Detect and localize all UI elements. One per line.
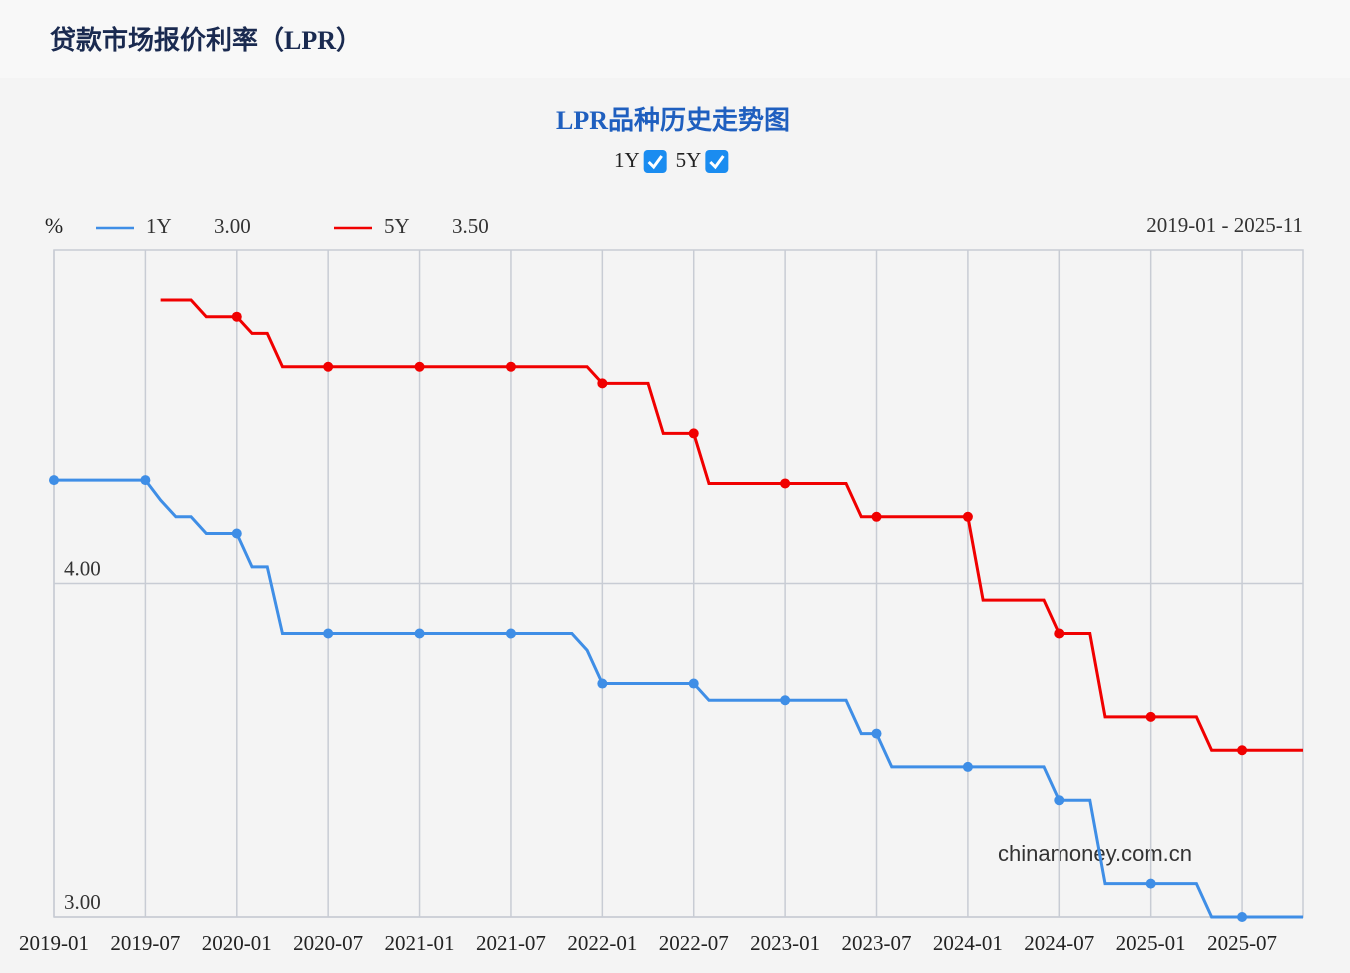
data-point [1054,628,1065,639]
y-tick-label: 4.00 [64,556,101,580]
data-point [49,475,59,486]
x-tick-label: 2024-07 [1024,931,1094,955]
data-point [231,311,242,322]
data-point [231,528,242,539]
x-tick-label: 2021-01 [385,931,455,955]
x-tick-label: 2023-07 [842,931,912,955]
x-tick-label: 2020-07 [293,931,363,955]
x-tick-label: 2019-07 [110,931,180,955]
data-point [505,361,516,372]
legend-label: 1Y [146,214,172,238]
checkbox-label: 1Y [614,148,640,172]
data-point [688,428,699,439]
data-point [1237,745,1248,756]
range-label: 2019-01 - 2025-11 [1146,213,1303,237]
x-tick-label: 2023-01 [750,931,820,955]
legend-label: 5Y [384,214,410,238]
y-tick-label: 3.00 [64,890,101,914]
data-point [1237,912,1248,922]
data-point [323,361,334,372]
checkmark [647,155,663,170]
chart-title: LPR品种历史走势图 [556,106,790,135]
watermark: chinamoney.com.cn [998,841,1192,866]
data-point [505,628,516,639]
checkbox[interactable] [705,150,729,173]
legend-value: 3.00 [214,214,251,238]
checkmark [709,155,725,170]
data-point [414,361,425,372]
checkbox-box [705,150,729,173]
data-point [1054,795,1065,806]
data-point [1145,878,1156,889]
series-line [160,298,1303,752]
data-point [871,728,882,739]
data-point [871,511,882,522]
x-tick-label: 2025-07 [1207,931,1277,955]
unit-label: % [45,213,63,238]
data-point [962,761,973,772]
x-tick-label: 2021-07 [476,931,546,955]
checkbox-label: 5Y [676,148,702,172]
checkbox[interactable] [643,150,667,173]
x-tick-label: 2019-01 [19,931,89,955]
header: 贷款市场报价利率（LPR） [0,0,1350,78]
data-point [780,695,791,706]
x-tick-label: 2025-01 [1116,931,1186,955]
data-point [780,478,791,489]
data-point [1145,711,1156,722]
data-point [414,628,425,639]
chart: LPR品种历史走势图 % 2019-01 - 2025-11 chinamone… [19,106,1304,955]
data-point [597,378,608,389]
x-tick-label: 2020-01 [202,931,272,955]
x-tick-label: 2022-07 [659,931,729,955]
data-point [962,511,973,522]
data-point [597,678,608,689]
checkbox-box [643,150,667,173]
x-tick-label: 2022-01 [567,931,637,955]
data-point [140,475,151,486]
page-title: 贷款市场报价利率（LPR） [50,26,363,55]
data-point [323,628,334,639]
data-point [688,678,699,689]
series-line [54,478,1303,919]
x-tick-label: 2024-01 [933,931,1003,955]
legend-value: 3.50 [452,214,489,238]
